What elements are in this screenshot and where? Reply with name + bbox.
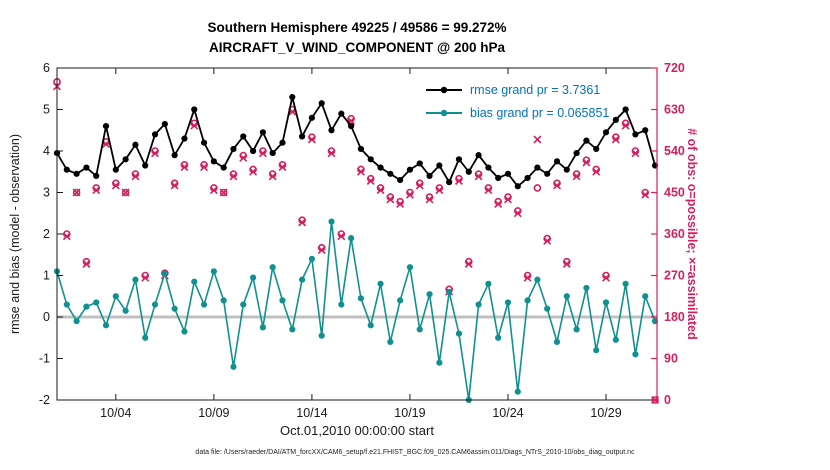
- svg-text:0: 0: [664, 393, 671, 407]
- svg-text:180: 180: [664, 310, 685, 324]
- legend-entry-rmse: rmse grand pr = 3.7361: [424, 78, 609, 101]
- legend-entry-bias: bias grand pr = 0.065851: [424, 101, 609, 124]
- svg-text:540: 540: [664, 144, 685, 158]
- svg-text:720: 720: [664, 61, 685, 75]
- data-file-path: data file: /Users/raeder/DAI/ATM_forcXX/…: [195, 449, 635, 456]
- svg-text:270: 270: [664, 269, 685, 283]
- rmse-legend-line-icon: [426, 86, 462, 93]
- bias-legend-line-icon: [426, 109, 462, 116]
- svg-text:450: 450: [664, 186, 685, 200]
- svg-text:10/19: 10/19: [394, 406, 425, 420]
- svg-text:5: 5: [43, 103, 50, 117]
- chart-title: Southern Hemisphere 49225 / 49586 = 99.2…: [207, 20, 507, 35]
- svg-text:3: 3: [43, 186, 50, 200]
- svg-text:6: 6: [43, 61, 50, 75]
- svg-text:10/14: 10/14: [296, 406, 327, 420]
- chart-subtitle: AIRCRAFT_V_WIND_COMPONENT @ 200 hPa: [209, 40, 505, 55]
- svg-text:0: 0: [43, 310, 50, 324]
- x-axis-label: Oct.01,2010 00:00:00 start: [280, 423, 434, 438]
- svg-text:10/24: 10/24: [492, 406, 523, 420]
- svg-text:630: 630: [664, 103, 685, 117]
- svg-text:-1: -1: [39, 352, 50, 366]
- svg-text:10/09: 10/09: [198, 406, 229, 420]
- svg-text:90: 90: [664, 352, 678, 366]
- svg-text:-2: -2: [39, 393, 50, 407]
- bias-legend-label: bias grand pr = 0.065851: [470, 105, 610, 120]
- svg-text:1: 1: [43, 269, 50, 283]
- svg-text:4: 4: [43, 144, 50, 158]
- svg-text:2: 2: [43, 227, 50, 241]
- legend: rmse grand pr = 3.7361 bias grand pr = 0…: [424, 78, 609, 124]
- rmse-legend-label: rmse grand pr = 3.7361: [470, 82, 601, 97]
- svg-text:360: 360: [664, 227, 685, 241]
- svg-text:10/29: 10/29: [590, 406, 621, 420]
- svg-text:10/04: 10/04: [100, 406, 131, 420]
